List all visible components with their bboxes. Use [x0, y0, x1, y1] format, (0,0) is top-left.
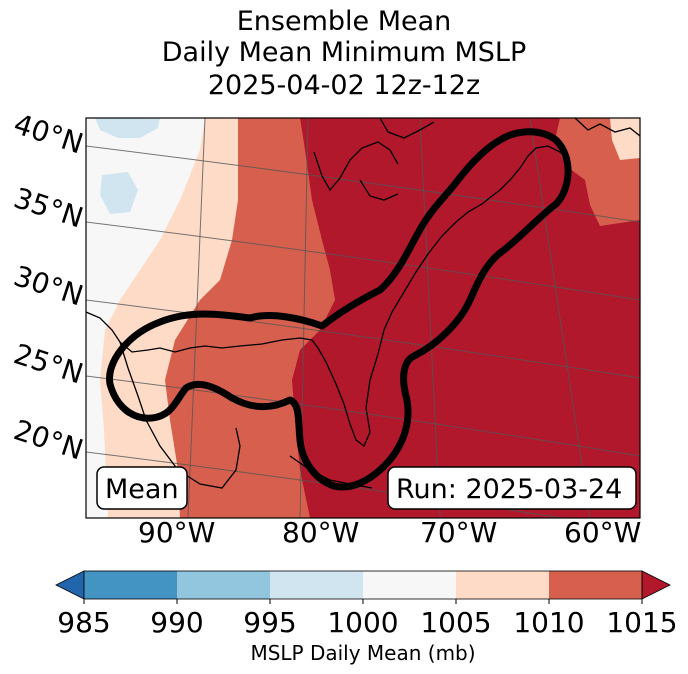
colorbar-tick-1005: 1005	[420, 606, 491, 639]
colorbar-tick-1000: 1000	[327, 606, 398, 639]
lat-label-35n: 35°N	[10, 181, 87, 234]
colorbar-tick-1015: 1015	[606, 606, 677, 639]
lat-label-20n: 20°N	[10, 413, 87, 466]
mslp-contour	[106, 128, 572, 491]
lat-label-40n: 40°N	[10, 107, 87, 160]
lon-label-80w: 80°W	[282, 516, 359, 549]
title-line-3: 2025-04-02 12z-12z	[207, 70, 481, 101]
title-line-1: Ensemble Mean	[236, 6, 452, 37]
shading-995-1000-small	[100, 172, 138, 214]
colorbar-tick-1010: 1010	[513, 606, 584, 639]
colorbar-tick-995: 995	[243, 606, 296, 639]
shading-1000-1005	[86, 118, 205, 518]
colorbar-tick-985: 985	[57, 606, 110, 639]
colorbar-1010-1015	[549, 571, 642, 599]
run-label-text: Run: 2025-03-24	[396, 474, 622, 505]
shading-1005-1010-northeast	[610, 118, 640, 160]
shading-995-1000	[95, 118, 160, 138]
mean-label-text: Mean	[105, 474, 179, 505]
colorbar-tick-990: 990	[150, 606, 203, 639]
colorbar-over-arrow	[641, 570, 671, 600]
colorbar-under-arrow	[55, 570, 85, 600]
colorbar-990-995	[177, 571, 270, 599]
lat-label-25n: 25°N	[10, 337, 87, 390]
run-label-box: Run: 2025-03-24	[387, 466, 637, 510]
map-panel	[86, 118, 640, 518]
lat-label-30n: 30°N	[10, 259, 87, 312]
colorbar-label: MSLP Daily Mean (mb)	[250, 641, 475, 665]
colorbar-995-1000	[270, 571, 363, 599]
colorbar-1005-1010	[456, 571, 549, 599]
lon-label-90w: 90°W	[138, 516, 215, 549]
colorbar-1000-1005	[363, 571, 456, 599]
mean-label-box: Mean	[96, 466, 188, 510]
title-line-2: Daily Mean Minimum MSLP	[161, 37, 527, 68]
colorbar: 985 990 995 1000 1005 1010 1015 MSLP Dai…	[55, 570, 678, 665]
map-frame	[85, 117, 641, 519]
lon-label-70w: 70°W	[420, 516, 497, 549]
lon-label-60w: 60°W	[564, 516, 641, 549]
colorbar-985-990	[84, 571, 177, 599]
